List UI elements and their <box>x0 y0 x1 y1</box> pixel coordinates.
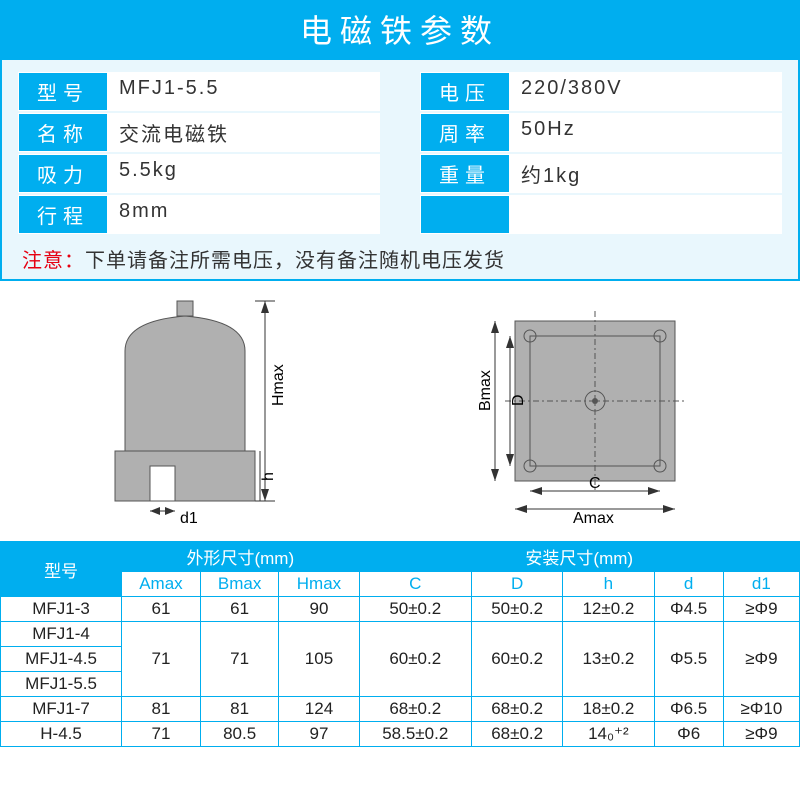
th-outer: 外形尺寸(mm) <box>122 542 359 572</box>
table-cell: ≥Φ10 <box>723 697 799 722</box>
table-cell: 61 <box>122 597 201 622</box>
table-cell: 60±0.2 <box>472 622 563 697</box>
front-view-diagram: Hmax h d1 <box>65 291 325 531</box>
table-cell: 71 <box>122 722 201 747</box>
param-row: 重量 约1kg <box>420 154 782 193</box>
dim-d1: d1 <box>180 510 198 527</box>
param-label: 型号 <box>18 72 108 111</box>
table-cell: MFJ1-4 <box>1 622 122 647</box>
table-cell: 71 <box>200 622 279 697</box>
th-sub: C <box>359 572 472 597</box>
page-title: 电磁铁参数 <box>0 0 800 58</box>
param-label: 行程 <box>18 195 108 234</box>
param-label: 吸力 <box>18 154 108 193</box>
param-row: 行程 8mm <box>18 195 380 234</box>
table-cell: H-4.5 <box>1 722 122 747</box>
th-sub: Hmax <box>279 572 359 597</box>
param-row <box>420 195 782 234</box>
table-cell: Φ4.5 <box>654 597 723 622</box>
th-model: 型号 <box>1 542 122 597</box>
table-cell: 13±0.2 <box>563 622 654 697</box>
table-cell: 50±0.2 <box>359 597 472 622</box>
table-cell: 97 <box>279 722 359 747</box>
table-cell: 90 <box>279 597 359 622</box>
table-cell: Φ6.5 <box>654 697 723 722</box>
th-sub: Amax <box>122 572 201 597</box>
th-sub: D <box>472 572 563 597</box>
dim-h: h <box>260 472 277 481</box>
dim-bmax: Bmax <box>477 370 494 411</box>
table-cell: 71 <box>122 622 201 697</box>
table-cell: ≥Φ9 <box>723 722 799 747</box>
table-cell: 12±0.2 <box>563 597 654 622</box>
table-cell: 68±0.2 <box>472 722 563 747</box>
table-cell: 68±0.2 <box>472 697 563 722</box>
param-label: 名称 <box>18 113 108 152</box>
table-cell: Φ5.5 <box>654 622 723 697</box>
table-cell: 58.5±0.2 <box>359 722 472 747</box>
table-cell: ≥Φ9 <box>723 597 799 622</box>
table-cell: 80.5 <box>200 722 279 747</box>
th-sub: d <box>654 572 723 597</box>
param-value: 8mm <box>108 195 380 234</box>
param-label: 电压 <box>420 72 510 111</box>
table-cell: 81 <box>200 697 279 722</box>
param-value: 5.5kg <box>108 154 380 193</box>
top-view-diagram: Amax C Bmax D <box>455 291 735 531</box>
param-value: MFJ1-5.5 <box>108 72 380 111</box>
notice-text: 下单请备注所需电压，没有备注随机电压发货 <box>85 250 505 272</box>
table-cell: 124 <box>279 697 359 722</box>
dimensions-table: 型号 外形尺寸(mm) 安装尺寸(mm) AmaxBmaxHmaxCDhdd1 … <box>0 541 800 747</box>
param-value <box>510 195 782 234</box>
table-cell: 18±0.2 <box>563 697 654 722</box>
th-sub: Bmax <box>200 572 279 597</box>
param-label: 周率 <box>420 113 510 152</box>
notice-line: 注意：下单请备注所需电压，没有备注随机电压发货 <box>18 236 782 273</box>
dim-d: D <box>510 394 527 406</box>
param-row: 型号 MFJ1-5.5 <box>18 72 380 111</box>
table-cell: 14₀⁺² <box>563 722 654 747</box>
table-cell: 61 <box>200 597 279 622</box>
table-cell: MFJ1-5.5 <box>1 672 122 697</box>
table-cell: Φ6 <box>654 722 723 747</box>
param-value: 50Hz <box>510 113 782 152</box>
dim-amax: Amax <box>573 510 614 527</box>
param-row: 吸力 5.5kg <box>18 154 380 193</box>
table-cell: MFJ1-3 <box>1 597 122 622</box>
param-label <box>420 195 510 234</box>
param-row: 名称 交流电磁铁 <box>18 113 380 152</box>
th-sub: h <box>563 572 654 597</box>
dim-c: C <box>589 475 601 492</box>
table-cell: 81 <box>122 697 201 722</box>
th-sub: d1 <box>723 572 799 597</box>
param-value: 约1kg <box>510 154 782 193</box>
param-value: 交流电磁铁 <box>108 113 380 152</box>
param-row: 电压 220/380V <box>420 72 782 111</box>
params-panel: 型号 MFJ1-5.5 电压 220/380V 名称 交流电磁铁 周率 50Hz… <box>0 58 800 281</box>
table-cell: MFJ1-4.5 <box>1 647 122 672</box>
table-cell: 105 <box>279 622 359 697</box>
diagram-area: Hmax h d1 Amax C Bmax <box>0 281 800 541</box>
th-mount: 安装尺寸(mm) <box>359 542 800 572</box>
notice-label: 注意： <box>22 250 85 272</box>
table-cell: 68±0.2 <box>359 697 472 722</box>
param-row: 周率 50Hz <box>420 113 782 152</box>
param-value: 220/380V <box>510 72 782 111</box>
table-cell: ≥Φ9 <box>723 622 799 697</box>
table-cell: MFJ1-7 <box>1 697 122 722</box>
param-label: 重量 <box>420 154 510 193</box>
table-cell: 60±0.2 <box>359 622 472 697</box>
dim-hmax: Hmax <box>270 364 287 406</box>
table-cell: 50±0.2 <box>472 597 563 622</box>
